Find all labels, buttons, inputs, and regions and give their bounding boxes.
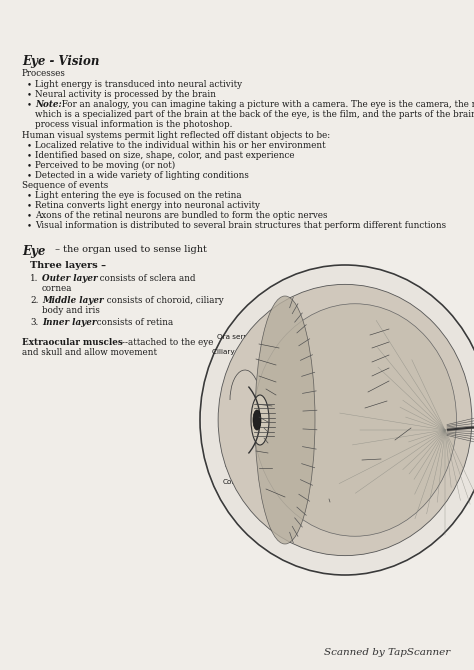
Text: Posterior: Posterior xyxy=(223,437,255,443)
Ellipse shape xyxy=(254,304,456,536)
Text: Cornea: Cornea xyxy=(232,407,258,413)
Text: Choroid: Choroid xyxy=(390,345,418,351)
Text: consists of choroid, ciliary: consists of choroid, ciliary xyxy=(104,296,224,305)
Text: Artery: Artery xyxy=(388,387,410,393)
Text: Vitreous: Vitreous xyxy=(390,319,420,325)
Text: Lens: Lens xyxy=(246,428,263,434)
Text: Eye: Eye xyxy=(22,245,46,258)
Text: process visual information is the photoshop.: process visual information is the photos… xyxy=(35,120,232,129)
Text: Visual information is distributed to several brain structures that perform diffe: Visual information is distributed to sev… xyxy=(35,221,446,230)
Text: 2.: 2. xyxy=(30,296,38,305)
Text: •: • xyxy=(27,171,32,180)
Text: 3.: 3. xyxy=(30,318,38,327)
Text: (central retinal): (central retinal) xyxy=(388,395,444,401)
Text: consists of retina: consists of retina xyxy=(94,318,173,327)
Text: Canal of: Canal of xyxy=(228,454,258,460)
Text: •: • xyxy=(27,201,32,210)
Text: body and iris: body and iris xyxy=(42,306,100,315)
Text: •: • xyxy=(27,161,32,170)
Text: Optic: Optic xyxy=(412,414,431,420)
Text: Pupil: Pupil xyxy=(246,418,263,424)
Ellipse shape xyxy=(253,410,261,430)
Text: nerve: nerve xyxy=(412,422,433,428)
Text: Note:: Note: xyxy=(35,100,62,109)
Text: Light entering the eye is focused on the retina: Light entering the eye is focused on the… xyxy=(35,191,242,200)
Text: •: • xyxy=(27,141,32,150)
Text: cornea: cornea xyxy=(42,284,73,293)
Text: Conjunctiva: Conjunctiva xyxy=(305,312,347,318)
Text: --attached to the eye: --attached to the eye xyxy=(122,338,213,347)
Text: Extraocular muscles: Extraocular muscles xyxy=(22,338,123,347)
Text: 1.: 1. xyxy=(30,274,38,283)
Text: •: • xyxy=(27,80,32,89)
Ellipse shape xyxy=(218,284,472,555)
Text: Localized relative to the individual within his or her environment: Localized relative to the individual wit… xyxy=(35,141,326,150)
Ellipse shape xyxy=(251,395,269,445)
FancyArrowPatch shape xyxy=(448,425,474,429)
Text: Retina: Retina xyxy=(390,358,413,364)
Text: Perceived to be moving (or not): Perceived to be moving (or not) xyxy=(35,161,175,170)
Text: Iris: Iris xyxy=(254,379,265,385)
Text: Conjunctiva: Conjunctiva xyxy=(222,479,265,485)
Ellipse shape xyxy=(255,296,315,544)
Text: Middle layer: Middle layer xyxy=(42,296,104,305)
Text: Neural activity is processed by the brain: Neural activity is processed by the brai… xyxy=(35,90,216,99)
Text: chamber: chamber xyxy=(223,398,255,404)
Text: Light energy is transduced into neural activity: Light energy is transduced into neural a… xyxy=(35,80,242,89)
Text: Vein (central retinal): Vein (central retinal) xyxy=(382,448,456,455)
Text: Retina converts light energy into neuronal activity: Retina converts light energy into neuron… xyxy=(35,201,260,210)
Text: Schlemm: Schlemm xyxy=(224,462,258,468)
Text: •: • xyxy=(27,211,32,220)
Text: •: • xyxy=(27,90,32,99)
Text: which is a specialized part of the brain at the back of the eye, is the film, an: which is a specialized part of the brain… xyxy=(35,110,474,119)
Text: Human visual systems permit light reflected off distant objects to be:: Human visual systems permit light reflec… xyxy=(22,131,330,140)
Ellipse shape xyxy=(201,267,474,574)
Text: Eye - Vision: Eye - Vision xyxy=(22,55,100,68)
Text: consists of sclera and: consists of sclera and xyxy=(97,274,195,283)
Text: chamber: chamber xyxy=(223,445,255,451)
Text: Ciliary body: Ciliary body xyxy=(212,349,255,355)
Text: Scanned by TapScanner: Scanned by TapScanner xyxy=(324,648,450,657)
Text: Anterior: Anterior xyxy=(226,390,255,396)
Text: Three layers –: Three layers – xyxy=(30,261,106,270)
Text: Sequence of events: Sequence of events xyxy=(22,181,108,190)
Text: Inner layer: Inner layer xyxy=(42,318,97,327)
Text: For an analogy, you can imagine taking a picture with a camera. The eye is the c: For an analogy, you can imagine taking a… xyxy=(59,100,474,109)
Text: •: • xyxy=(27,221,32,230)
Text: •: • xyxy=(27,151,32,160)
Text: Ora serrata: Ora serrata xyxy=(217,334,258,340)
Text: Outer layer: Outer layer xyxy=(42,274,98,283)
Text: and skull and allow movement: and skull and allow movement xyxy=(22,348,157,357)
Text: Processes: Processes xyxy=(22,69,66,78)
Text: •: • xyxy=(27,191,32,200)
Text: Macula: Macula xyxy=(390,371,416,377)
Text: Detected in a wide variety of lighting conditions: Detected in a wide variety of lighting c… xyxy=(35,171,249,180)
Text: – the organ used to sense light: – the organ used to sense light xyxy=(52,245,207,254)
Text: •: • xyxy=(27,100,32,109)
Text: Identified based on size, shape, color, and past experience: Identified based on size, shape, color, … xyxy=(35,151,294,160)
Text: Aqueous: Aqueous xyxy=(227,366,258,372)
Text: Sclera: Sclera xyxy=(390,332,412,338)
Text: Axons of the retinal neurons are bundled to form the optic nerves: Axons of the retinal neurons are bundled… xyxy=(35,211,328,220)
Text: Rectus medialis: Rectus medialis xyxy=(330,489,387,495)
